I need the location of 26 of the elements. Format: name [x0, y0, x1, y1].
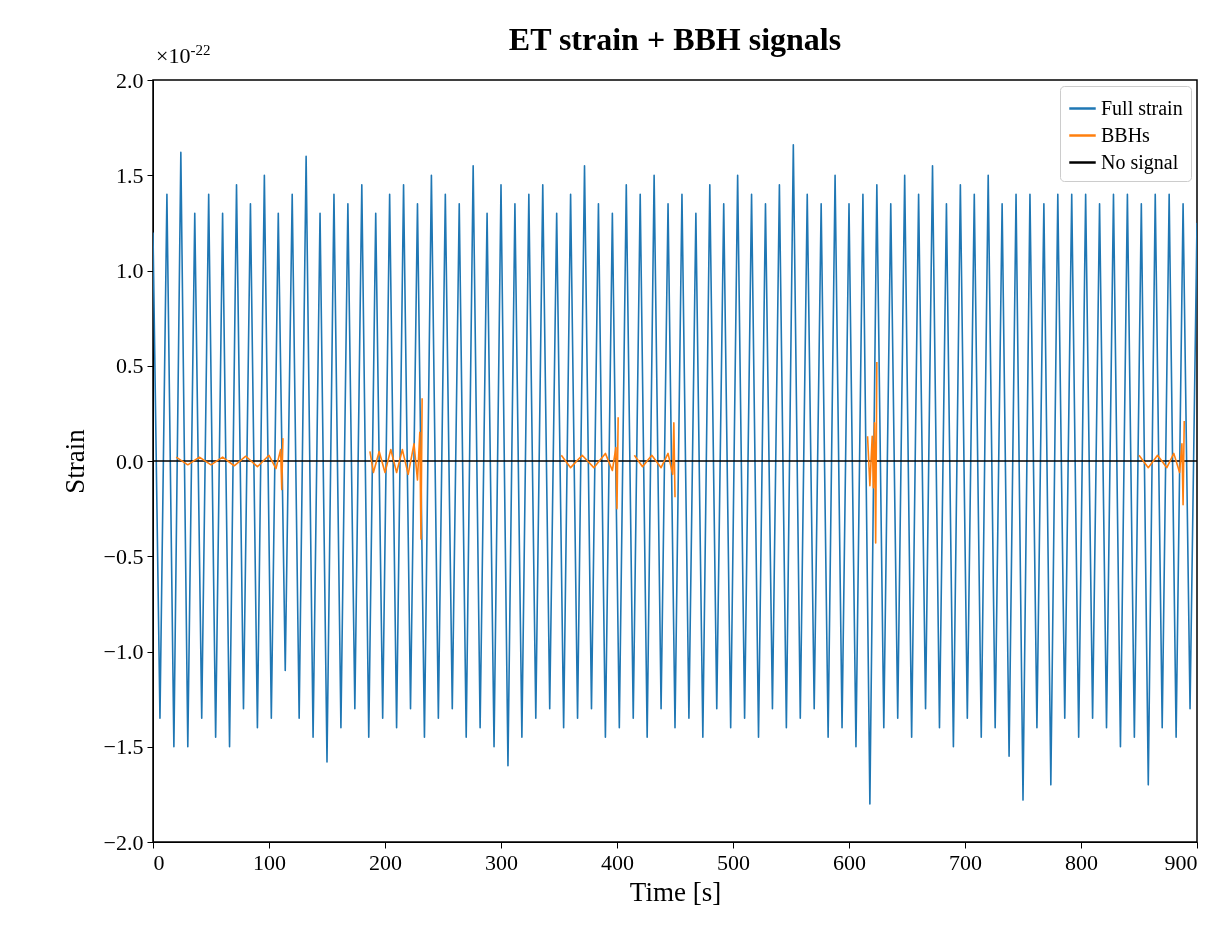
- x-tick-label: 100: [253, 849, 286, 875]
- x-tick-label: 200: [369, 849, 402, 875]
- x-tick-label: 900: [1164, 849, 1198, 875]
- y-axis-title: Strain: [59, 428, 90, 494]
- y-tick-label: 1.0: [116, 258, 144, 283]
- legend-label: Full strain: [1101, 96, 1183, 119]
- legend-label: BBHs: [1101, 123, 1151, 146]
- x-tick-label: 300: [485, 849, 518, 875]
- y-tick-label: 0.0: [116, 448, 144, 474]
- y-tick-label: 1.5: [116, 162, 144, 188]
- y-tick-label: −1.5: [103, 734, 144, 760]
- legend-label: No signal: [1101, 150, 1179, 174]
- y-tick-label: −1.0: [103, 639, 144, 664]
- y-tick-label: −0.5: [103, 543, 144, 569]
- x-tick-label: 500: [717, 849, 750, 875]
- x-axis-title: Time [s]: [629, 876, 722, 907]
- x-tick-label: 800: [1065, 849, 1098, 875]
- x-tick-label: 400: [601, 849, 634, 875]
- y-tick-label: −2.0: [103, 829, 144, 855]
- text: ×10$^{-22}$: [156, 42, 211, 70]
- y-tick-label: 0.5: [116, 353, 144, 379]
- x-tick-label: 600: [833, 849, 866, 875]
- y-tick-label: 2.0: [116, 67, 144, 93]
- x-tick-label: 700: [949, 849, 982, 875]
- chart-title: ET strain + BBH signals: [508, 21, 842, 57]
- x-tick-label: 0: [153, 849, 165, 875]
